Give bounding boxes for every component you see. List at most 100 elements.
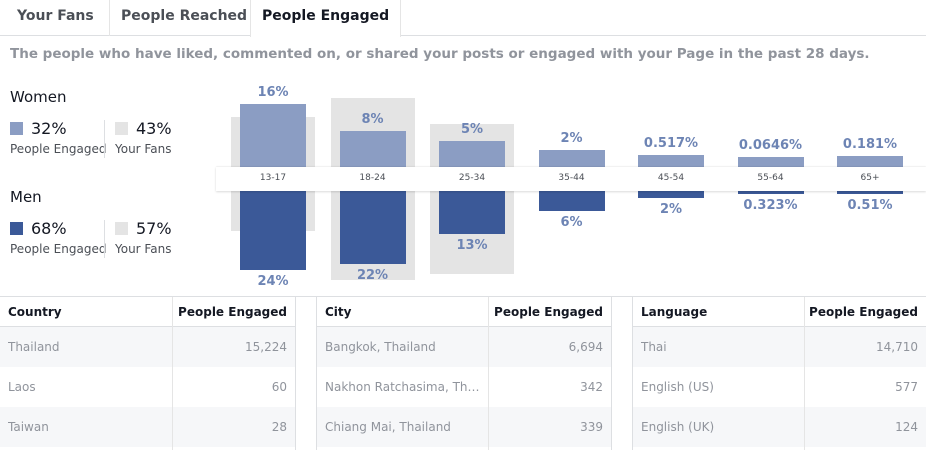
language-table: Language People Engaged Thai 14,710 English … — [633, 297, 926, 450]
row-label: English (US) — [641, 380, 714, 394]
men-fans-stat: 57% Your Fans — [115, 219, 172, 256]
breakdown-tables: Country People Engaged Thailand 15,224 Laos 6… — [0, 296, 926, 450]
men-value-label: 6% — [560, 214, 583, 230]
table-row: Nakhon Ratchasima, Thaila... 342 — [317, 367, 611, 407]
men-value-label: 0.323% — [743, 198, 798, 213]
women-bar-18-24 — [339, 130, 406, 167]
table-row: Bangkok, Thailand 6,694 — [317, 327, 611, 367]
women-value-label: 16% — [257, 85, 289, 101]
women-fans-label: Your Fans — [115, 142, 172, 156]
divider — [104, 120, 105, 158]
column-divider — [804, 297, 805, 450]
men-fans-label: Your Fans — [115, 242, 172, 256]
age-tick-label: 55-64 — [757, 173, 784, 183]
women-value-label: 2% — [560, 131, 583, 147]
divider — [104, 220, 105, 258]
women-bar-35-44 — [538, 150, 605, 167]
women-value-label: 8% — [361, 111, 384, 127]
women-value-label: 0.517% — [643, 136, 699, 152]
men-bar-35-44 — [538, 191, 605, 211]
women-engaged-label: People Engaged — [10, 142, 107, 156]
age-tick-label: 65+ — [860, 173, 880, 183]
tab-your-fans[interactable]: Your Fans — [17, 8, 94, 24]
table-row: Chiang Mai, Thailand 339 — [317, 407, 611, 447]
men-bar-25-34 — [439, 191, 505, 234]
row-value: 6,694 — [568, 340, 603, 354]
women-fans-stat: 43% Your Fans — [115, 119, 172, 156]
row-label: Taiwan — [8, 420, 49, 434]
page-description: The people who have liked, commented on,… — [10, 46, 870, 62]
table-row: English (UK) 124 — [633, 407, 926, 447]
women-bar-65+ — [837, 156, 903, 167]
women-bar-13-17 — [240, 104, 306, 167]
row-label: English (UK) — [641, 420, 715, 434]
column-divider — [172, 297, 173, 450]
women-value-label: 5% — [460, 121, 484, 137]
men-engaged-stat: 68% People Engaged — [10, 219, 106, 256]
men-bar-65+ — [837, 191, 903, 194]
men-value-label: 24% — [257, 274, 289, 290]
women-fans-value: 43% — [136, 119, 172, 138]
men-fans-value: 57% — [136, 219, 172, 238]
men-engaged-label: People Engaged — [10, 242, 107, 256]
tab-people-engaged[interactable]: People Engaged — [250, 0, 402, 37]
row-label: Thai — [641, 340, 667, 354]
table-row: English (US) 577 — [633, 367, 926, 407]
women-value-label: 0.181% — [842, 137, 898, 153]
men-bar-13-17 — [240, 191, 306, 271]
women-bar-55-64 — [737, 156, 804, 167]
women-bar-45-54 — [638, 155, 704, 167]
row-value: 28 — [271, 420, 287, 434]
row-value: 339 — [580, 420, 603, 434]
table-gap — [295, 297, 317, 450]
age-gender-chart: 13-17 16% 24% 18-24 8% 22% 25-34 5% 13% 35-44 2% 6%… — [216, 78, 926, 296]
header-people-engaged[interactable]: People Engaged — [178, 305, 287, 319]
row-label: Nakhon Ratchasima, Thaila... — [325, 380, 482, 394]
country-table: Country People Engaged Thailand 15,224 Laos 6… — [0, 297, 295, 450]
table-row: Taiwan 28 — [0, 407, 295, 447]
age-tick-label: 25-34 — [458, 173, 486, 183]
table-header: City People Engaged — [317, 297, 611, 327]
header-city[interactable]: City — [325, 305, 352, 319]
table-row: Thai 14,710 — [633, 327, 926, 367]
men-engaged-value: 68% — [31, 219, 67, 238]
age-tick-label: 35-44 — [558, 173, 585, 183]
age-tick-label: 18-24 — [359, 173, 386, 183]
tab-people-reached[interactable]: People Reached — [109, 0, 258, 36]
header-people-engaged[interactable]: People Engaged — [494, 305, 603, 319]
women-engaged-stat: 32% People Engaged — [10, 119, 106, 156]
men-title: Men — [10, 188, 42, 206]
women-engaged-value: 32% — [31, 119, 67, 138]
women-fans-swatch — [115, 122, 128, 135]
header-language[interactable]: Language — [641, 305, 708, 319]
women-bar-25-34 — [439, 140, 505, 167]
row-value: 577 — [895, 380, 918, 394]
table-row: Laos 60 — [0, 367, 295, 407]
table-header: Language People Engaged — [633, 297, 926, 327]
header-country[interactable]: Country — [8, 305, 62, 319]
men-value-label: 22% — [356, 267, 389, 283]
men-engaged-swatch — [10, 222, 23, 235]
women-title: Women — [10, 88, 67, 106]
men-bar-45-54 — [638, 191, 704, 198]
table-row: Thailand 15,224 — [0, 327, 295, 367]
row-value: 124 — [895, 420, 918, 434]
women-engaged-swatch — [10, 122, 23, 135]
header-people-engaged[interactable]: People Engaged — [809, 305, 918, 319]
age-tick-label: 13-17 — [259, 173, 287, 183]
column-divider — [488, 297, 489, 450]
row-value: 60 — [271, 380, 287, 394]
men-bar-18-24 — [339, 191, 406, 264]
row-label: Bangkok, Thailand — [325, 340, 436, 354]
age-axis-band — [216, 167, 926, 191]
row-label: Thailand — [8, 340, 60, 354]
row-label: Laos — [8, 380, 36, 394]
tab-bar: Your Fans People Reached People Engaged — [0, 0, 926, 37]
city-table: City People Engaged Bangkok, Thailand 6,694… — [317, 297, 611, 450]
table-header: Country People Engaged — [0, 297, 295, 327]
row-value: 342 — [580, 380, 603, 394]
men-value-label: 0.51% — [847, 198, 893, 213]
men-value-label: 2% — [659, 201, 683, 217]
row-value: 14,710 — [876, 340, 918, 354]
row-value: 15,224 — [245, 340, 287, 354]
